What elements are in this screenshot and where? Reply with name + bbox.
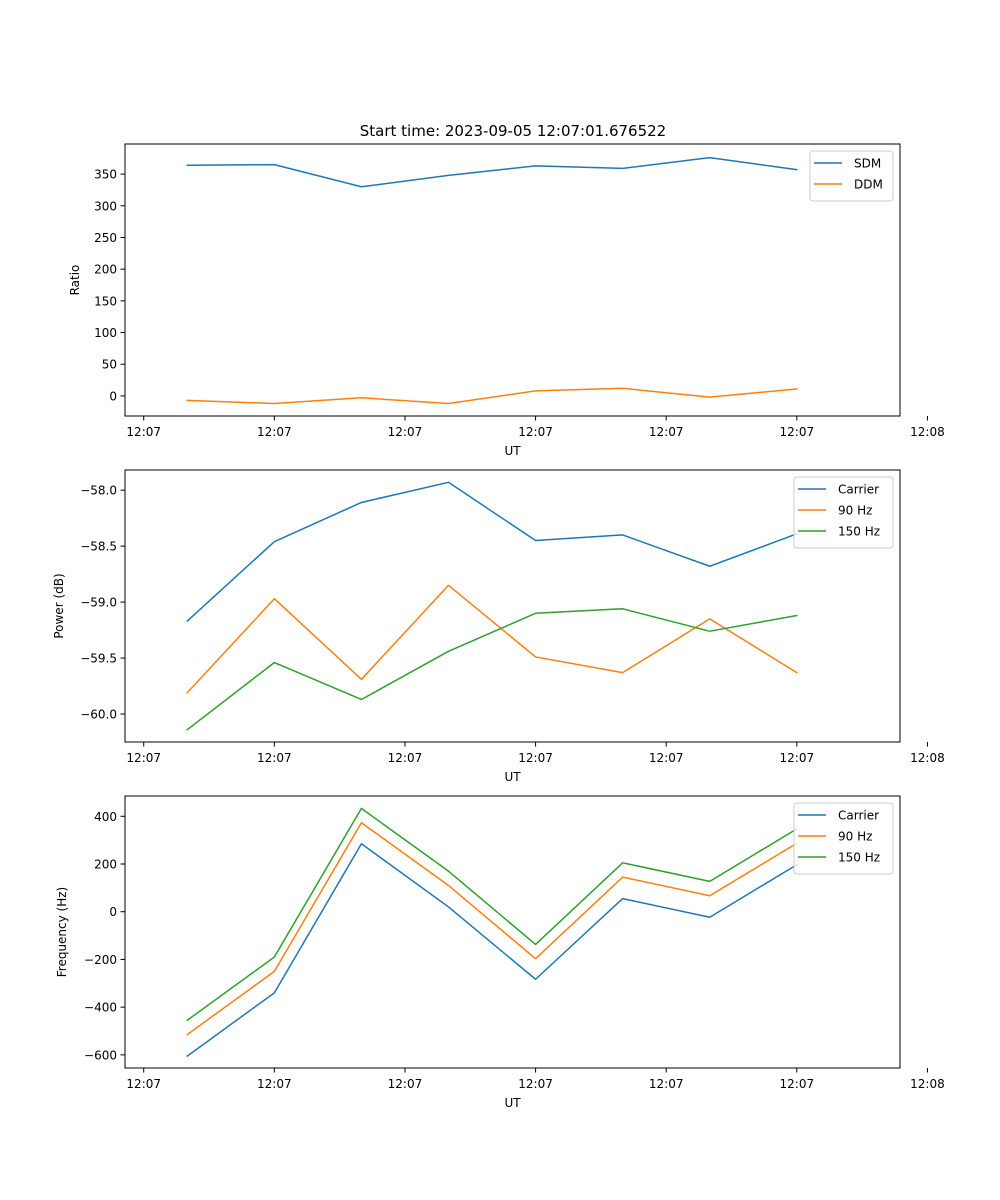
- y-tick-label: 200: [94, 263, 117, 277]
- y-tick-label: 300: [94, 199, 117, 213]
- y-tick-label: 400: [94, 810, 117, 824]
- axes-frame: [124, 795, 901, 1069]
- legend-label: DDM: [854, 178, 883, 192]
- chart-title: Start time: 2023-09-05 12:07:01.676522: [360, 122, 666, 140]
- legend-label: 150 Hz: [838, 851, 880, 865]
- x-tick-label: 12:07: [518, 751, 553, 765]
- y-axis-label: Ratio: [68, 265, 82, 296]
- y-tick-label: 0: [109, 905, 117, 919]
- series-line-150-hz: [186, 608, 798, 731]
- x-tick-label: 12:07: [126, 425, 161, 439]
- y-tick-label: −400: [84, 1001, 117, 1015]
- series-line-carrier: [186, 481, 798, 623]
- ratio-panel: 0 50 100 150 200 250 300 350 12:07 12:07 12:07 12:0…: [68, 143, 945, 458]
- x-tick-label: 12:07: [649, 751, 684, 765]
- x-tick-label: 12:07: [649, 1077, 684, 1091]
- legend-label: Carrier: [838, 809, 879, 823]
- legend-label: 90 Hz: [838, 504, 872, 518]
- legend: Carrier 90 Hz 150 Hz: [793, 476, 894, 549]
- series-line-carrier: [186, 842, 798, 1058]
- x-tick-label: 12:07: [780, 1077, 815, 1091]
- x-tick-label: 12:07: [518, 1077, 553, 1091]
- x-tick-label: 12:07: [257, 751, 292, 765]
- x-tick-label: 12:07: [388, 1077, 423, 1091]
- x-tick-label: 12:08: [910, 751, 945, 765]
- axes-frame: [124, 469, 901, 743]
- x-tick-label: 12:08: [910, 1077, 945, 1091]
- y-tick-label: −60.0: [80, 708, 117, 722]
- y-tick-label: −600: [84, 1048, 117, 1062]
- x-tick-label: 12:07: [126, 1077, 161, 1091]
- y-tick-label: 50: [102, 358, 117, 372]
- series-line-90-hz: [186, 821, 798, 1036]
- frequency-panel: −600 −400 −200 0 200 400 12:07 12:07 12:07 12:07 1…: [55, 795, 945, 1110]
- x-tick-label: 12:08: [910, 425, 945, 439]
- series-line-ddm: [186, 387, 798, 405]
- y-tick-label: −59.5: [80, 652, 117, 666]
- legend-label: Carrier: [838, 483, 879, 497]
- x-tick-label: 12:07: [780, 751, 815, 765]
- x-axis-label: UT: [504, 444, 521, 458]
- x-tick-label: 12:07: [780, 425, 815, 439]
- y-axis-label: Frequency (Hz): [55, 887, 69, 978]
- legend-label: 90 Hz: [838, 830, 872, 844]
- x-tick-label: 12:07: [257, 1077, 292, 1091]
- x-tick-label: 12:07: [518, 425, 553, 439]
- series-line-sdm: [186, 156, 798, 188]
- y-tick-label: 250: [94, 231, 117, 245]
- legend: Carrier 90 Hz 150 Hz: [793, 802, 894, 875]
- y-tick-label: −200: [84, 953, 117, 967]
- series-line-150-hz: [186, 807, 798, 1022]
- y-tick-label: 0: [109, 389, 117, 403]
- x-tick-label: 12:07: [126, 751, 161, 765]
- x-axis-label: UT: [504, 770, 521, 784]
- y-tick-label: 150: [94, 294, 117, 308]
- y-tick-label: 200: [94, 858, 117, 872]
- y-axis-label: Power (dB): [52, 573, 66, 638]
- axes-frame: [124, 143, 901, 417]
- y-tick-label: 100: [94, 326, 117, 340]
- x-tick-label: 12:07: [388, 425, 423, 439]
- x-tick-label: 12:07: [649, 425, 684, 439]
- power-panel: −60.0 −59.5 −59.0 −58.5 −58.0 12:07 12:07 12:07…: [52, 469, 945, 784]
- y-tick-label: −58.5: [80, 540, 117, 554]
- x-tick-label: 12:07: [388, 751, 423, 765]
- y-tick-label: −58.0: [80, 484, 117, 498]
- x-tick-label: 12:07: [257, 425, 292, 439]
- legend-label: 150 Hz: [838, 525, 880, 539]
- x-axis-label: UT: [504, 1096, 521, 1110]
- y-tick-label: −59.0: [80, 596, 117, 610]
- legend-label: SDM: [854, 157, 881, 171]
- legend: SDM DDM: [809, 150, 894, 202]
- y-tick-label: 350: [94, 168, 117, 182]
